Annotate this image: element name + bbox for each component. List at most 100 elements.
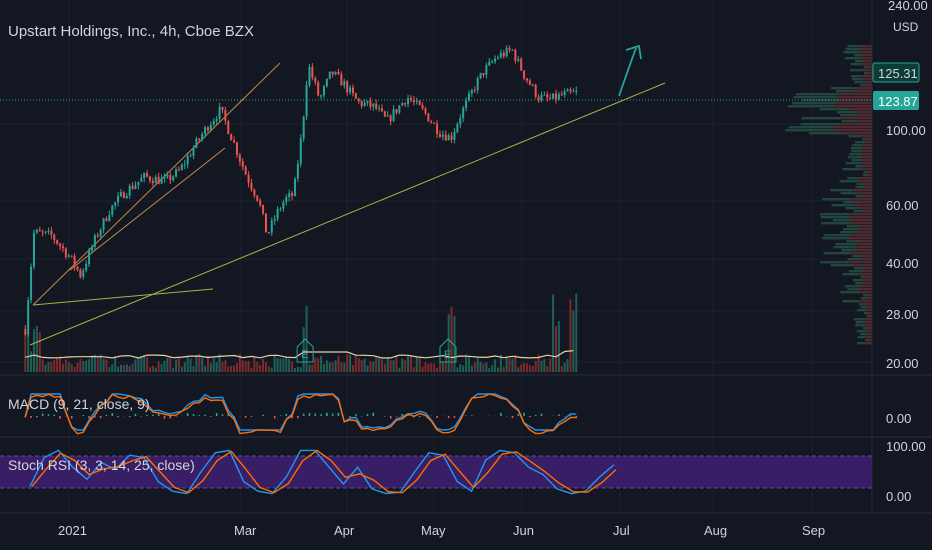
volume-profile-bar: [835, 90, 856, 93]
volume-bar: [398, 367, 401, 372]
volume-bar: [557, 320, 560, 372]
candle-body: [273, 218, 276, 221]
candle-body: [320, 95, 323, 97]
volume-profile-bar: [787, 105, 835, 108]
volume-bar: [267, 366, 270, 372]
volume-profile-bar: [851, 78, 863, 81]
current-price-label: 123.87: [878, 94, 918, 109]
macd-hist-bar: [134, 413, 137, 416]
candle-body: [462, 107, 465, 119]
candle-body: [569, 89, 572, 92]
macd-hist-bar: [326, 412, 328, 416]
candle-body: [114, 202, 117, 206]
volume-bar: [253, 356, 256, 372]
candle-body: [256, 195, 259, 201]
macd-hist-bar: [262, 414, 264, 416]
volume-bar: [465, 354, 468, 372]
volume-profile-bar: [867, 327, 872, 330]
candle-body: [549, 97, 552, 99]
candle-body: [340, 74, 343, 86]
volume-profile-bar: [848, 213, 872, 216]
candle-body: [192, 147, 195, 156]
volume-profile-bar: [845, 162, 861, 165]
volume-bar: [354, 354, 357, 372]
volume-bar: [421, 366, 424, 372]
volume-bar: [38, 332, 41, 372]
candle-body: [349, 87, 352, 93]
macd-hist-bar: [447, 416, 450, 419]
macd-hist-bar: [128, 416, 131, 418]
volume-profile-bar: [855, 141, 865, 144]
volume-profile-bar: [848, 270, 862, 273]
macd-hist-bar: [273, 416, 276, 419]
volume-profile-bar: [868, 66, 872, 69]
y-tick-240: 240.00: [888, 0, 928, 13]
candle-body: [105, 218, 108, 221]
volume-profile-bar: [857, 291, 872, 294]
volume-profile-bar: [853, 204, 872, 207]
volume-bar: [154, 367, 157, 372]
volume-profile-bar: [785, 129, 833, 132]
volume-bar: [302, 327, 305, 372]
volume-bar: [546, 366, 549, 372]
volume-profile-bar: [861, 270, 872, 273]
candle-body: [227, 120, 230, 134]
volume-profile-bar: [843, 201, 860, 204]
volume-bar: [114, 356, 117, 372]
volume-bar: [76, 362, 79, 372]
candle-body: [563, 91, 566, 96]
candle-body: [175, 169, 178, 177]
volume-profile-bar: [852, 255, 864, 258]
candle-body: [279, 208, 282, 210]
earnings-marker-shape: [296, 338, 314, 363]
candle-body: [32, 232, 35, 267]
volume-bar: [514, 354, 517, 372]
volume-profile-bar: [830, 189, 854, 192]
volume-bar: [262, 359, 265, 372]
volume-bar: [166, 358, 169, 372]
volume-profile-bar: [855, 165, 865, 168]
volume-profile-bar: [864, 141, 872, 144]
volume-bar: [325, 360, 328, 372]
candle-body: [82, 270, 85, 277]
candle-body: [41, 231, 44, 233]
volume-bar: [96, 356, 99, 372]
candle-body: [282, 202, 285, 209]
macd-hist-bar: [395, 416, 398, 417]
macd-hist-bar: [192, 414, 195, 416]
candle-body: [102, 218, 105, 230]
volume-bar: [140, 356, 143, 372]
candle-body: [189, 155, 192, 157]
candle-body: [233, 140, 236, 143]
candle-body: [93, 235, 96, 247]
volume-bar: [279, 358, 282, 372]
volume-profile-bar: [856, 111, 872, 114]
volume-profile-bar: [866, 306, 872, 309]
macd-histogram: [24, 412, 578, 419]
candle-body: [322, 86, 325, 96]
candle-body: [543, 94, 546, 96]
volume-bar: [407, 355, 410, 372]
volume-profile-bar: [853, 318, 864, 321]
volume-bar: [111, 363, 114, 372]
macd-hist-bar: [389, 416, 392, 419]
candle-body: [572, 91, 575, 93]
volume-bar: [575, 293, 578, 372]
candle-body: [366, 100, 369, 103]
volume-bar: [221, 361, 224, 372]
volume-bar: [177, 357, 180, 372]
candle-body: [177, 169, 180, 171]
candle-body: [389, 115, 392, 121]
volume-bar: [366, 365, 369, 372]
volume-profile-bar: [856, 183, 866, 186]
volume-bar: [494, 359, 497, 372]
candle-body: [395, 109, 398, 113]
volume-bar: [462, 365, 465, 372]
volume-profile-bar: [851, 75, 863, 78]
volume-bar: [363, 358, 366, 372]
candle-body: [50, 230, 53, 235]
candle-body: [24, 329, 27, 335]
volume-profile-bar: [830, 264, 854, 267]
volume-bar: [525, 363, 528, 372]
